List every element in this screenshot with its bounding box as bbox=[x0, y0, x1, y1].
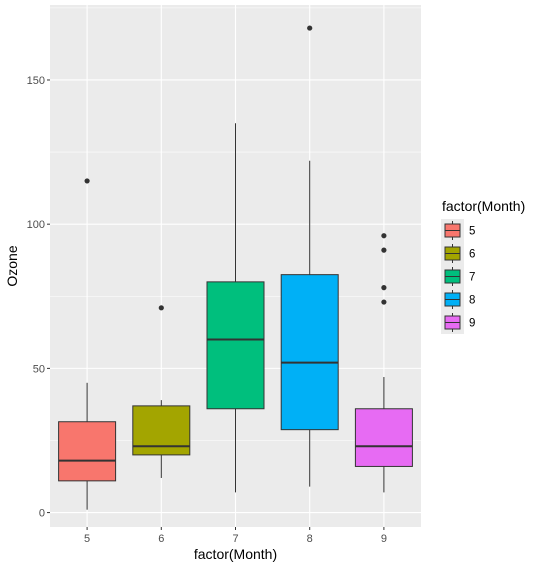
legend-items: 5 6 7 8 9 bbox=[441, 219, 475, 334]
outlier-point bbox=[158, 305, 164, 311]
box-body bbox=[58, 421, 117, 482]
legend-item-label: 9 bbox=[469, 318, 475, 330]
x-tick-label: 9 bbox=[381, 533, 387, 545]
outlier-point bbox=[381, 233, 387, 239]
box-7 bbox=[206, 123, 265, 493]
box-body bbox=[206, 281, 265, 410]
y-tick-label: 150 bbox=[27, 75, 45, 87]
legend-item-8: 8 bbox=[441, 288, 475, 311]
legend: factor(Month) 5 6 7 8 9 bbox=[441, 198, 525, 334]
box-5 bbox=[58, 178, 117, 510]
outlier-point bbox=[381, 247, 387, 253]
legend-item-6: 6 bbox=[441, 242, 475, 265]
outlier-point bbox=[307, 25, 313, 31]
legend-item-9: 9 bbox=[441, 311, 475, 334]
x-tick-label: 7 bbox=[232, 533, 238, 545]
outlier-point bbox=[381, 299, 387, 305]
x-tick-label: 5 bbox=[84, 533, 90, 545]
legend-item-5: 5 bbox=[441, 219, 475, 242]
x-tick-label: 6 bbox=[158, 533, 164, 545]
y-axis-title: Ozone bbox=[4, 245, 20, 286]
box-8 bbox=[280, 25, 339, 487]
legend-item-7: 7 bbox=[441, 265, 475, 288]
legend-item-label: 7 bbox=[469, 272, 475, 284]
box-series bbox=[58, 25, 413, 510]
y-tick-label: 100 bbox=[27, 219, 45, 231]
axes: 0 50 100 150 5 6 7 8 9 bbox=[27, 75, 387, 545]
y-tick-label: 0 bbox=[39, 508, 45, 520]
box-6 bbox=[132, 305, 191, 478]
box-body bbox=[354, 408, 413, 467]
outlier-point bbox=[381, 285, 387, 291]
box-body bbox=[132, 405, 191, 456]
x-axis-title: factor(Month) bbox=[194, 546, 277, 562]
x-tick-label: 8 bbox=[307, 533, 313, 545]
legend-item-label: 8 bbox=[469, 295, 475, 307]
y-tick-label: 50 bbox=[33, 363, 45, 375]
box-9 bbox=[354, 233, 413, 493]
legend-title: factor(Month) bbox=[442, 198, 525, 214]
legend-item-label: 5 bbox=[469, 226, 475, 238]
outlier-point bbox=[84, 178, 90, 184]
box-body bbox=[280, 274, 339, 431]
legend-item-label: 6 bbox=[469, 249, 475, 261]
